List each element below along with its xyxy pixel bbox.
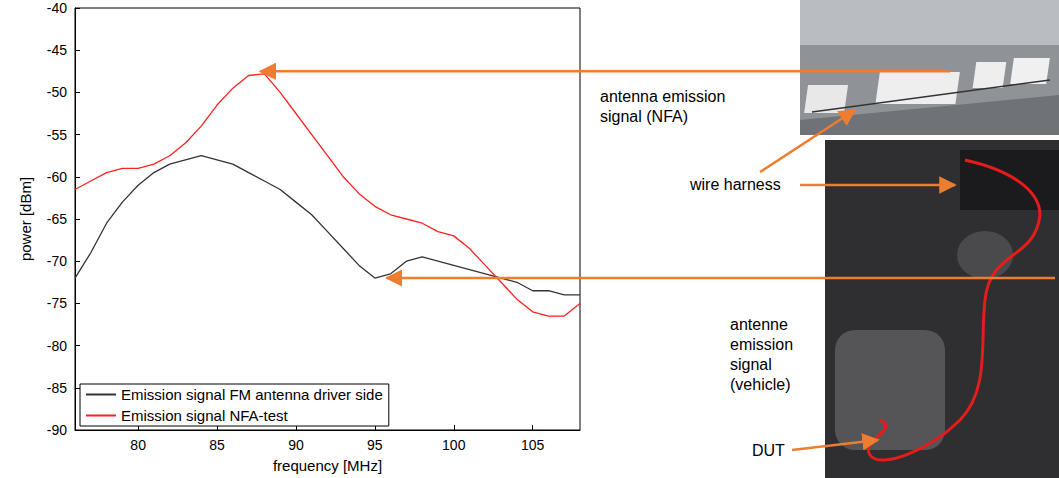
svg-text:-65: -65 [47,211,67,227]
svg-text:90: 90 [288,437,304,453]
svg-text:antenneemissionsignal(vehicle): antenneemissionsignal(vehicle) [730,316,793,393]
svg-text:-75: -75 [47,295,67,311]
svg-text:power [dBm]: power [dBm] [17,177,34,261]
svg-text:-40: -40 [47,0,67,16]
svg-text:antenna emissionsignal (NFA): antenna emissionsignal (NFA) [600,88,725,125]
svg-text:-60: -60 [47,169,67,185]
svg-text:-90: -90 [47,422,67,438]
svg-text:-80: -80 [47,338,67,354]
svg-text:105: 105 [521,437,545,453]
svg-text:-85: -85 [47,380,67,396]
svg-text:wire harness: wire harness [689,176,781,193]
svg-text:100: 100 [442,437,466,453]
svg-text:frequency [MHz]: frequency [MHz] [273,457,382,474]
svg-text:Emission signal NFA-test: Emission signal NFA-test [121,407,289,424]
svg-text:-70: -70 [47,253,67,269]
svg-text:85: 85 [209,437,225,453]
svg-text:95: 95 [367,437,383,453]
svg-text:80: 80 [130,437,146,453]
svg-text:DUT: DUT [752,442,785,459]
svg-text:-45: -45 [47,42,67,58]
svg-text:-50: -50 [47,84,67,100]
svg-text:Emission signal FM antenna dri: Emission signal FM antenna driver side [121,386,383,403]
svg-text:-55: -55 [47,127,67,143]
